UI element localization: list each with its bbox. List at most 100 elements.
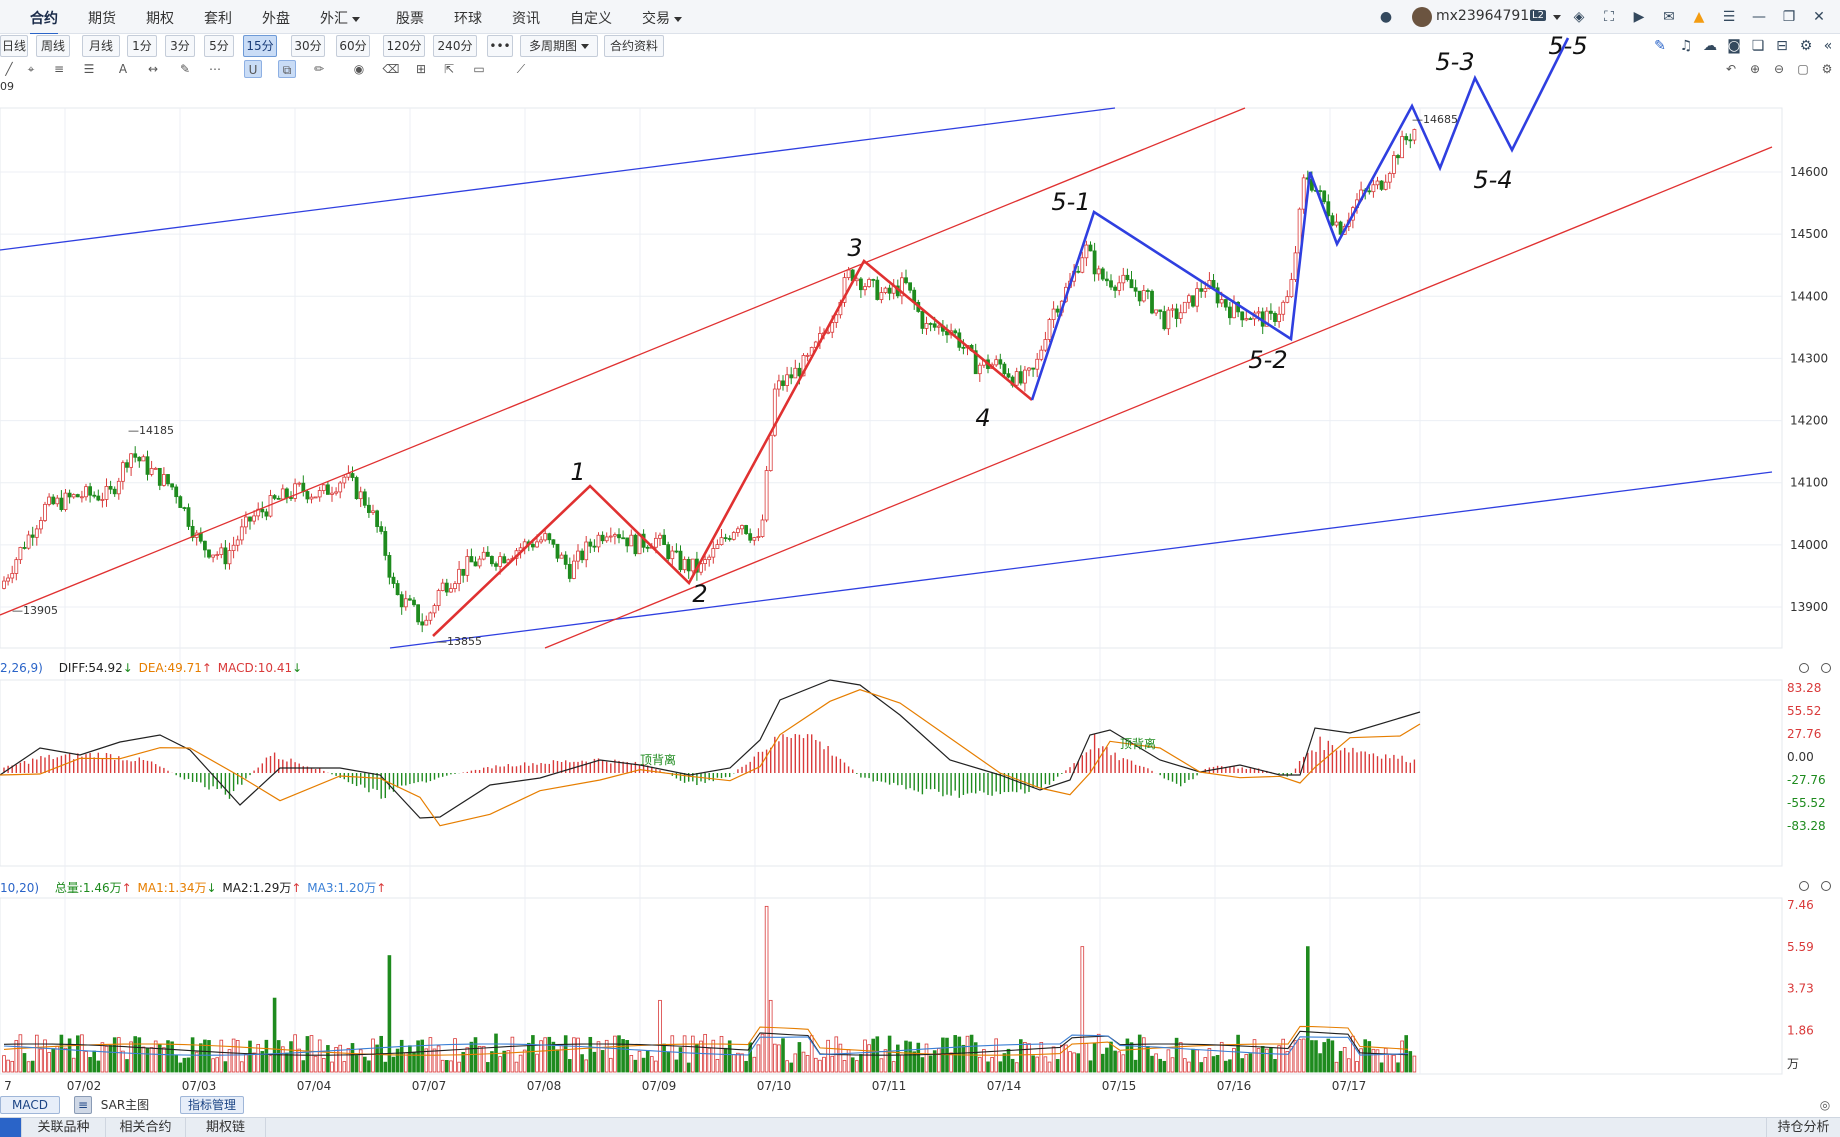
wave-path-red[interactable] (432, 258, 1033, 637)
layers-icon[interactable]: ◈ (1573, 9, 1585, 25)
collapse-icon[interactable]: « (1823, 38, 1833, 54)
contract-info-button[interactable]: 合约资料 (604, 35, 664, 57)
tab-related-varieties[interactable]: 关联品种 (22, 1118, 106, 1137)
more-periods-button[interactable]: ••• (487, 35, 513, 57)
period-week[interactable]: 周线 (36, 35, 70, 57)
trend-line[interactable] (544, 146, 1773, 649)
pencil-icon[interactable]: ✏ (313, 62, 325, 76)
comment-icon[interactable]: ▭ (473, 62, 485, 76)
nav-futures[interactable]: 期货 (88, 11, 116, 27)
list-icon[interactable]: ≡ (74, 1096, 92, 1114)
camera-icon[interactable]: ◙ (1727, 38, 1741, 54)
zoom-out-icon[interactable]: ⊖ (1773, 62, 1785, 76)
panel-settings-icon[interactable] (1821, 663, 1831, 673)
video-icon[interactable]: ▶ (1633, 9, 1645, 25)
zoom-in-icon[interactable]: ⊕ (1749, 62, 1761, 76)
period-30min[interactable]: 30分 (291, 35, 325, 57)
period-60min[interactable]: 60分 (336, 35, 370, 57)
candle-body (670, 550, 675, 560)
mail-icon[interactable]: ✉ (1663, 9, 1675, 25)
nav-global[interactable]: 环球 (454, 11, 482, 27)
grid-icon[interactable]: ⊞ (415, 62, 427, 76)
period-1min[interactable]: 1分 (127, 35, 157, 57)
nav-stocks[interactable]: 股票 (396, 11, 424, 27)
tab-option-chain[interactable]: 期权链 (186, 1118, 266, 1137)
volume-bar (1215, 1054, 1220, 1073)
position-analysis-button[interactable]: 持仓分析 (1766, 1118, 1840, 1137)
brush-tool-icon[interactable]: ✎ (179, 62, 191, 76)
panel-settings-icon[interactable] (1821, 881, 1831, 891)
candle-body (108, 486, 113, 490)
minimize-icon[interactable]: — (1752, 9, 1766, 25)
ruler-icon[interactable]: ⟋ (516, 62, 526, 76)
chart-settings-icon[interactable]: ⚙ (1821, 62, 1833, 76)
panel-close-icon[interactable] (1799, 663, 1809, 673)
expand-icon[interactable]: ⛶ (1604, 9, 1614, 25)
nav-forex[interactable]: 外汇 (320, 8, 360, 28)
trend-line[interactable] (0, 107, 1246, 616)
measure-tool-icon[interactable]: ↔ (147, 62, 159, 76)
export-icon[interactable]: ⇱ (443, 62, 455, 76)
period-month[interactable]: 月线 (82, 35, 120, 57)
period-5min[interactable]: 5分 (204, 35, 234, 57)
restore-icon[interactable]: ❐ (1782, 9, 1796, 25)
volume-bar (1199, 1062, 1204, 1073)
bell-icon[interactable]: ▲ (1693, 9, 1705, 25)
volume-bar (1289, 1045, 1294, 1073)
candle-body (1293, 252, 1298, 280)
more-tools-icon[interactable]: ⋯ (209, 62, 221, 76)
settings-icon[interactable]: ⚙ (1799, 38, 1813, 54)
close-icon[interactable]: ✕ (1813, 9, 1825, 25)
trend-line[interactable] (0, 107, 1116, 251)
cloud-icon[interactable]: ☁ (1703, 38, 1717, 54)
nav-foreign-market[interactable]: 外盘 (262, 11, 290, 27)
nav-news[interactable]: 资讯 (512, 11, 540, 27)
period-15min[interactable]: 15分 (243, 35, 277, 57)
fit-icon[interactable]: ▢ (1797, 62, 1809, 76)
period-3min[interactable]: 3分 (165, 35, 195, 57)
line-tool-icon[interactable]: ╱ (5, 62, 13, 76)
trash-icon[interactable]: ⌫ (382, 62, 400, 76)
period-120min[interactable]: 120分 (383, 35, 425, 57)
chevron-down-icon[interactable] (1553, 15, 1561, 20)
window-icon[interactable]: ⊟ (1776, 38, 1788, 54)
vr-glasses-icon[interactable]: ● (1379, 9, 1393, 25)
volume-bar (732, 1054, 736, 1073)
copy-icon[interactable]: ❏ (1751, 38, 1765, 54)
candle-body (662, 534, 666, 546)
nav-arbitrage[interactable]: 套利 (204, 11, 232, 27)
panel-close-icon[interactable] (1799, 881, 1809, 891)
period-day[interactable]: 日线 (0, 35, 28, 57)
indicator-macd-tab[interactable]: MACD (0, 1096, 60, 1114)
volume-bar (748, 1042, 752, 1073)
eye-icon[interactable]: ◉ (353, 62, 365, 76)
magnet-icon[interactable]: U (244, 60, 262, 78)
volume-bar (1318, 1053, 1322, 1073)
volume-bar (465, 1047, 470, 1073)
crosshair-tool-icon[interactable]: ⌖ (27, 62, 35, 76)
indicator-sar-tab[interactable]: SAR主图 (94, 1096, 156, 1114)
menu-icon[interactable]: ☰ (1722, 9, 1736, 25)
wave-path-blue[interactable] (1030, 37, 1570, 401)
nav-custom[interactable]: 自定义 (570, 11, 612, 27)
pen-icon[interactable]: ✎ (1654, 38, 1666, 54)
nav-trade[interactable]: 交易 (642, 8, 682, 28)
period-240min[interactable]: 240分 (433, 35, 477, 57)
avatar[interactable] (1412, 7, 1432, 27)
indicator-manage-button[interactable]: 指标管理 (180, 1096, 244, 1114)
nav-options[interactable]: 期权 (146, 11, 174, 27)
text-tool-icon[interactable]: A (118, 62, 128, 76)
tab-related-contracts[interactable]: 相关合约 (106, 1118, 186, 1137)
username[interactable]: mx239647912 (1436, 8, 1539, 24)
fibonacci-tool-icon[interactable]: ≡ (53, 62, 65, 76)
candle-body (309, 496, 314, 500)
volume-bar (1396, 1062, 1400, 1073)
multi-period-button[interactable]: 多周期图 (520, 35, 598, 57)
alert-icon[interactable]: ♫ (1679, 38, 1693, 54)
undo-icon[interactable]: ↶ (1725, 62, 1737, 76)
trend-line[interactable] (389, 471, 1773, 649)
location-icon[interactable]: ◎ (1819, 1098, 1831, 1112)
channel-tool-icon[interactable]: ☰ (83, 62, 95, 76)
multi-draw-icon[interactable]: ⧉ (278, 60, 296, 78)
